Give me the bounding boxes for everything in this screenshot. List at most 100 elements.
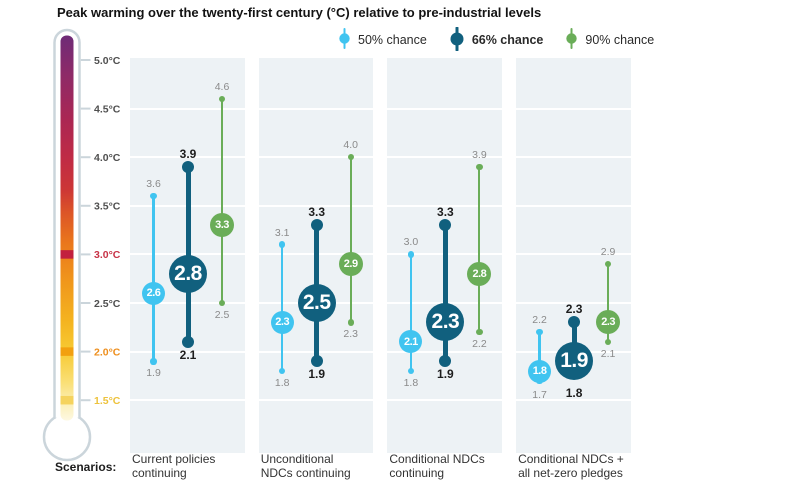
scenario-column-bg xyxy=(516,58,631,453)
high-value-label-p90: 4.0 xyxy=(343,139,358,152)
low-value-label-p66: 1.8 xyxy=(565,386,583,401)
gridline xyxy=(130,350,245,353)
legend-marker-icon-p66 xyxy=(449,26,465,54)
range-line-p66 xyxy=(442,225,448,362)
median-circle-p90: 2.3 xyxy=(596,310,621,335)
median-circle-p90: 2.8 xyxy=(467,261,492,286)
gridline xyxy=(516,399,631,402)
gridline xyxy=(130,399,245,402)
gridline xyxy=(387,156,503,159)
scenario-name-line: Current policies xyxy=(132,452,216,466)
high-endpoint-dot-p90 xyxy=(218,95,226,103)
low-value-label-p90: 2.5 xyxy=(214,309,230,321)
legend-marker-icon-p50 xyxy=(338,28,351,52)
low-value-label-p90: 2.2 xyxy=(472,338,487,351)
gridline xyxy=(258,399,374,402)
low-endpoint-dot-p50 xyxy=(150,358,157,365)
high-endpoint-dot-p66 xyxy=(310,219,323,232)
high-endpoint-dot-p50 xyxy=(279,241,286,248)
median-circle-p50: 2.3 xyxy=(270,310,294,334)
high-value-label-p66: 3.9 xyxy=(179,146,197,161)
high-value-label-p90: 2.9 xyxy=(600,246,616,259)
low-value-label-p50: 1.8 xyxy=(274,377,290,390)
median-circle-p50: 2.1 xyxy=(399,330,423,354)
range-line-p50 xyxy=(409,254,413,372)
range-line-p50 xyxy=(152,196,155,362)
scenario-name-line: NDCs continuing xyxy=(260,466,351,480)
legend-item-p66: 66% chance xyxy=(449,26,544,54)
legend-item-p90: 90% chance xyxy=(565,28,654,52)
high-value-label-p50: 3.0 xyxy=(403,236,419,249)
low-endpoint-dot-p66 xyxy=(310,355,323,368)
low-value-label-p66: 1.9 xyxy=(437,367,454,382)
low-endpoint-dot-p66 xyxy=(182,335,194,348)
median-circle-p66: 2.5 xyxy=(297,284,336,322)
gridline xyxy=(258,107,374,110)
low-endpoint-dot-p90 xyxy=(347,319,354,326)
gridline xyxy=(258,156,374,159)
median-circle-p66: 2.3 xyxy=(426,303,465,342)
high-value-label-p66: 3.3 xyxy=(437,205,454,220)
gridline xyxy=(516,253,631,256)
low-endpoint-dot-p50 xyxy=(407,367,415,375)
low-value-label-p90: 2.1 xyxy=(600,347,616,360)
scenario-name-line: all net-zero pledges xyxy=(518,466,623,480)
range-line-p90 xyxy=(349,157,352,323)
high-value-label-p66: 2.3 xyxy=(565,302,583,317)
high-endpoint-dot-p50 xyxy=(150,192,157,200)
high-endpoint-dot-p66 xyxy=(439,219,452,232)
gridline xyxy=(258,204,374,207)
median-circle-p90: 3.3 xyxy=(210,213,234,238)
chart-title: Peak warming over the twenty-first centu… xyxy=(57,5,542,20)
gridline xyxy=(387,204,503,207)
gridline xyxy=(130,156,245,159)
high-value-label-p66: 3.3 xyxy=(308,205,326,220)
scenario-name: Conditional NDCs continuing xyxy=(389,452,518,480)
legend-label-p66: 66% chance xyxy=(471,33,544,47)
high-endpoint-dot-p50 xyxy=(407,251,415,258)
high-endpoint-dot-p90 xyxy=(476,163,483,171)
low-endpoint-dot-p90 xyxy=(604,338,612,346)
range-line-p90 xyxy=(607,264,610,342)
high-value-label-p50: 2.2 xyxy=(532,314,547,327)
median-circle-p66: 2.8 xyxy=(169,254,207,293)
scenario-name: Conditional NDCs + all net-zero pledges xyxy=(518,452,647,480)
scenario-name-line: continuing xyxy=(132,466,187,480)
low-endpoint-dot-p50 xyxy=(279,367,286,375)
median-circle-p50: 1.8 xyxy=(528,359,552,383)
low-value-label-p50: 1.8 xyxy=(403,377,419,390)
low-value-label-p50: 1.9 xyxy=(146,367,161,380)
median-circle-p90: 2.9 xyxy=(338,252,363,277)
gridline xyxy=(516,204,631,207)
high-endpoint-dot-p90 xyxy=(347,154,354,161)
scenario-name-line: continuing xyxy=(389,466,445,480)
range-line-p50 xyxy=(538,332,541,381)
range-line-p90 xyxy=(221,98,223,303)
median-circle-p50: 2.6 xyxy=(142,281,165,305)
gridline xyxy=(516,302,631,304)
range-line-p50 xyxy=(280,244,284,372)
gridline xyxy=(387,399,503,402)
low-value-label-p50: 1.7 xyxy=(532,388,547,401)
scenario-name-line: Unconditional xyxy=(260,452,334,466)
high-endpoint-dot-p50 xyxy=(536,328,543,336)
low-endpoint-dot-p66 xyxy=(439,355,452,368)
low-endpoint-dot-p90 xyxy=(476,328,483,336)
scenario-name: Current policies continuing xyxy=(132,452,261,480)
legend-label-p90: 90% chance xyxy=(585,33,655,47)
gridline xyxy=(387,107,503,110)
range-line-p66 xyxy=(185,166,191,342)
low-endpoint-dot-p90 xyxy=(218,299,226,307)
legend-marker-icon-p90 xyxy=(565,28,578,52)
gridline xyxy=(130,107,245,110)
scenarios-label: Scenarios: xyxy=(55,460,117,474)
gridline xyxy=(516,107,631,110)
high-value-label-p90: 3.9 xyxy=(472,148,487,161)
scenario-name-line: Conditional NDCs + xyxy=(518,452,624,466)
low-value-label-p66: 1.9 xyxy=(308,367,326,382)
legend-label-p50: 50% chance xyxy=(358,33,427,47)
high-endpoint-dot-p66 xyxy=(568,316,581,329)
legend: 50% chance 66% chance 90% chance xyxy=(338,26,654,54)
